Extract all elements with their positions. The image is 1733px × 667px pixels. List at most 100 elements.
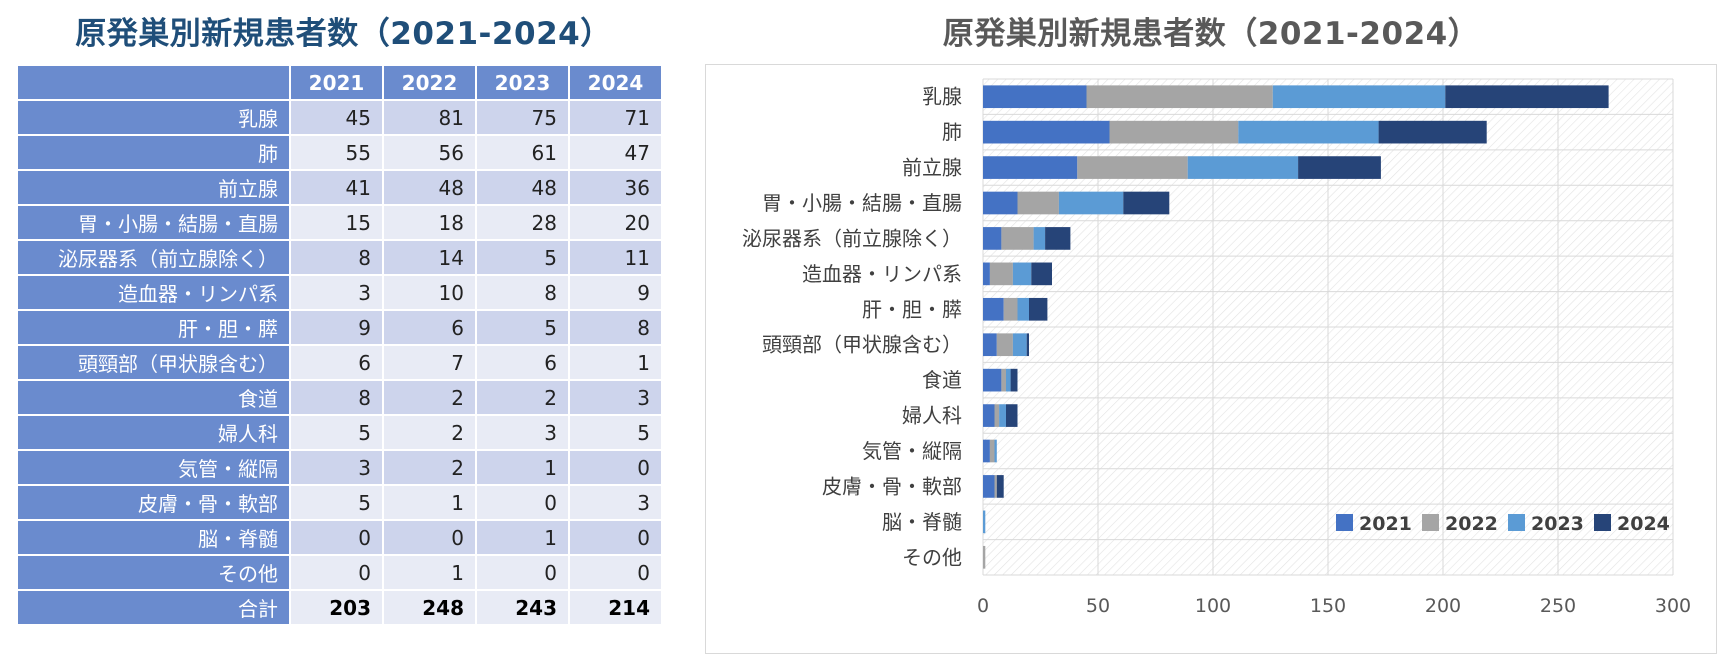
x-tick-label: 50: [1086, 595, 1110, 617]
table-cell: 81: [382, 99, 477, 136]
table-row: 食道 8 2 2 3: [16, 379, 663, 416]
chart-area: 乳腺肺前立腺 胃・小腸・結腸・直腸 泌尿器系（前立腺除く） 造血器・リンパ系 肝・胆・膵…: [705, 64, 1717, 654]
legend-swatch-2022: [1422, 514, 1439, 531]
bar-segment-2023: [994, 439, 997, 463]
table-cell: 3: [568, 484, 663, 521]
bar-segment-2024: [996, 475, 1004, 498]
table-cell: 0: [475, 484, 570, 521]
bar-segment-2024: [1123, 191, 1170, 215]
table-row: 脳・脊髄 0 0 1 0: [16, 519, 663, 556]
table-title: 原発巣別新規患者数（2021-2024）: [75, 16, 612, 52]
table-cell: 5: [568, 414, 663, 451]
total-cell: 248: [382, 589, 477, 626]
total-cell: 243: [475, 589, 570, 626]
table-total-row: 合計 203 248 243 214: [16, 589, 663, 626]
bar-segment-2024: [1029, 297, 1048, 321]
table-cell: 2: [382, 379, 477, 416]
table-cell: 18: [382, 204, 477, 241]
x-tick-label: 150: [1310, 595, 1346, 617]
legend-swatch-2023: [1508, 514, 1525, 531]
x-tick-label: 300: [1655, 595, 1691, 617]
table-cell: 2: [382, 414, 477, 451]
table-row: 胃・小腸・結腸・直腸 15 18 28 20: [16, 204, 663, 241]
bar-segment-2023: [1012, 262, 1032, 286]
bar-segment-2021: [983, 404, 995, 427]
table-cell: 5: [475, 239, 570, 276]
row-label: 頭頸部（甲状腺含む）: [16, 344, 291, 381]
bar-segment-2021: [983, 333, 997, 357]
bar-segment-2023: [1006, 368, 1011, 392]
column-header-2021: 2021: [289, 64, 384, 101]
row-label: 脳・脊髄: [16, 519, 291, 556]
table-cell: 0: [568, 554, 663, 591]
bar-segment-2024: [1026, 333, 1029, 357]
bar-segment-2024: [1031, 262, 1052, 286]
column-header-2024: 2024: [568, 64, 663, 101]
table-cell: 15: [289, 204, 384, 241]
table-cell: 0: [382, 519, 477, 556]
bar-segment-2022: [1077, 156, 1188, 179]
bar-segment-2022: [1001, 227, 1034, 250]
legend-label: 2024: [1617, 513, 1670, 535]
table-cell: 3: [289, 449, 384, 486]
table-row: 泌尿器系（前立腺除く） 8 14 5 11: [16, 239, 663, 276]
table-row: 乳腺 45 81 75 71: [16, 99, 663, 136]
table-cell: 8: [475, 274, 570, 311]
row-label: 食道: [16, 379, 291, 416]
table-cell: 9: [289, 309, 384, 346]
category-label: 肝・胆・膵: [862, 297, 962, 321]
bar-segment-2021: [983, 156, 1078, 179]
table-cell: 5: [289, 484, 384, 521]
x-tick-label: 250: [1540, 595, 1576, 617]
table-cell: 55: [289, 134, 384, 171]
table-cell: 5: [289, 414, 384, 451]
table-row: その他 0 1 0 0: [16, 554, 663, 591]
table-cell: 1: [382, 554, 477, 591]
table-cell: 8: [568, 309, 663, 346]
category-label: その他: [902, 545, 962, 569]
table-row: 婦人科 5 2 3 5: [16, 414, 663, 451]
bar-segment-2024: [1006, 404, 1018, 427]
category-label: 頭頸部（甲状腺含む）: [762, 333, 962, 357]
bar-segment-2022: [1086, 85, 1273, 109]
table-cell: 2: [382, 449, 477, 486]
row-label: 泌尿器系（前立腺除く）: [16, 239, 291, 276]
table-row: 肺 55 56 61 47: [16, 134, 663, 171]
table-cell: 71: [568, 99, 663, 136]
table-corner-cell: [16, 64, 291, 101]
bar-segment-2021: [983, 262, 990, 286]
table-cell: 36: [568, 169, 663, 206]
table-cell: 45: [289, 99, 384, 136]
bar-segment-2021: [983, 439, 990, 463]
bar-segment-2024: [1298, 156, 1381, 179]
table-cell: 75: [475, 99, 570, 136]
table-cell: 3: [289, 274, 384, 311]
chart-title: 原発巣別新規患者数（2021-2024）: [942, 16, 1480, 52]
table-cell: 48: [382, 169, 477, 206]
table-cell: 1: [568, 344, 663, 381]
bar-segment-2022: [994, 404, 1000, 427]
table-cell: 8: [289, 379, 384, 416]
bar-segment-2023: [983, 510, 986, 534]
table-row: 頭頸部（甲状腺含む） 6 7 6 1: [16, 344, 663, 381]
category-label: 肺: [942, 120, 962, 144]
table-cell: 0: [289, 519, 384, 556]
row-label: 肺: [16, 134, 291, 171]
bar-segment-2021: [983, 120, 1110, 144]
total-cell: 203: [289, 589, 384, 626]
bar-segment-2021: [983, 475, 995, 498]
bar-segment-2022: [1001, 368, 1006, 392]
bar-segment-2024: [1045, 227, 1071, 250]
table-cell: 48: [475, 169, 570, 206]
table-cell: 6: [382, 309, 477, 346]
category-label: 前立腺: [902, 156, 962, 180]
bar-segment-2023: [1017, 297, 1029, 321]
column-header-2023: 2023: [475, 64, 570, 101]
bar-segment-2021: [983, 368, 1002, 392]
bar-segment-2022: [1003, 297, 1018, 321]
legend-label: 2021: [1359, 513, 1412, 535]
bar-segment-2022: [994, 475, 997, 498]
legend-label: 2023: [1531, 513, 1584, 535]
row-label: 前立腺: [16, 169, 291, 206]
